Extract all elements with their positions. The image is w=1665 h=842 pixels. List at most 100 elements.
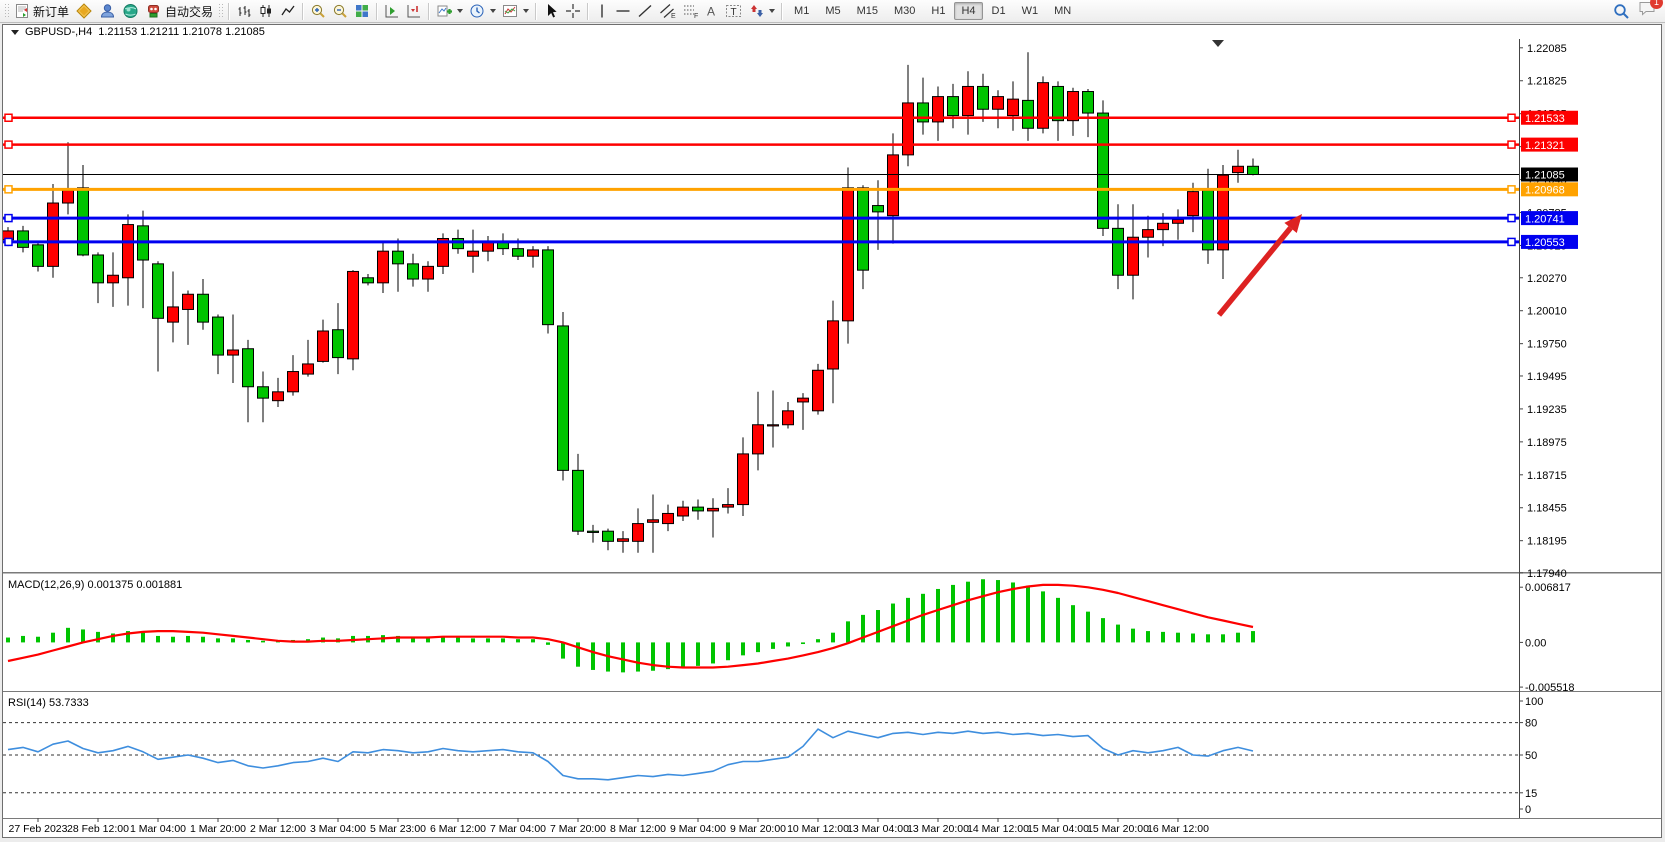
- candlestick-mode-button[interactable]: [255, 1, 277, 21]
- annotation-arrow[interactable]: [1216, 226, 1293, 317]
- fibonacci-tool-button[interactable]: F: [679, 1, 702, 21]
- candle-bearish: [602, 530, 614, 542]
- vertical-line-tool-button[interactable]: [592, 1, 612, 21]
- zoom-in-button[interactable]: [307, 1, 329, 21]
- line-handle[interactable]: [1507, 213, 1516, 223]
- auto-scroll-icon: [385, 5, 399, 18]
- toolbar-grip[interactable]: [4, 3, 9, 19]
- price-tick-label: 1.21825: [1527, 76, 1567, 88]
- toolbar-grip[interactable]: [218, 3, 224, 19]
- candle-bullish: [647, 519, 659, 523]
- annotation-arrow-head[interactable]: [1284, 214, 1302, 233]
- toolbar-separator: [376, 2, 379, 20]
- line-handle[interactable]: [4, 113, 13, 122]
- time-tick-label: 7 Mar 04:00: [490, 823, 546, 835]
- cursor-tool-button[interactable]: [540, 1, 562, 21]
- time-tick-label: 3 Mar 04:00: [310, 823, 366, 835]
- svg-text:A: A: [707, 5, 715, 19]
- new-order-label: 新订单: [33, 4, 70, 19]
- trendline-icon: [638, 4, 652, 18]
- candle-bearish: [587, 530, 599, 533]
- candle-bearish: [77, 187, 89, 256]
- price-tick-label: 1.18715: [1527, 470, 1567, 482]
- candle-bullish: [752, 424, 764, 455]
- zoom-out-button[interactable]: [329, 1, 351, 21]
- candle-bullish: [527, 249, 539, 257]
- candle-bullish: [782, 410, 794, 426]
- autotrading-label: 自动交易: [165, 4, 214, 19]
- candle-bullish: [1067, 91, 1079, 122]
- tf-button-M1[interactable]: M1: [794, 5, 810, 17]
- zoom-out-icon: [333, 4, 347, 18]
- price-tick-label: 1.18975: [1527, 437, 1567, 449]
- community-button[interactable]: [96, 1, 119, 21]
- text-tool-button[interactable]: A: [702, 1, 722, 21]
- chart-canvas[interactable]: 1.220851.218251.215651.213051.210451.207…: [2, 39, 1661, 837]
- search-icon[interactable]: [1613, 3, 1630, 20]
- candle-bullish: [677, 506, 689, 517]
- line-handle[interactable]: [4, 237, 13, 247]
- trendline-tool-button[interactable]: [634, 1, 656, 21]
- line-handle[interactable]: [1507, 237, 1516, 247]
- candle-bullish: [617, 538, 629, 542]
- candle-bullish: [1127, 236, 1139, 276]
- candle-bearish: [17, 230, 29, 248]
- line-handle[interactable]: [4, 140, 13, 149]
- chart-title-bar[interactable]: GBPUSD-,H4 1.21153 1.21211 1.21078 1.210…: [3, 25, 1661, 39]
- candle-bearish: [1082, 91, 1094, 114]
- candle-bearish: [332, 329, 344, 359]
- line-handle[interactable]: [1507, 140, 1516, 149]
- tile-windows-button[interactable]: [351, 1, 373, 21]
- tf-button-M5[interactable]: M5: [825, 5, 841, 17]
- auto-scroll-button[interactable]: [381, 1, 403, 21]
- line-handle[interactable]: [1507, 185, 1516, 194]
- autotrading-button[interactable]: 自动交易: [142, 1, 216, 21]
- candle-bullish: [287, 371, 299, 393]
- market-button[interactable]: [119, 1, 142, 21]
- candle-bullish: [437, 237, 449, 267]
- candle-bearish: [947, 96, 959, 117]
- macd-label: MACD(12,26,9) 0.001375 0.001881: [8, 579, 182, 591]
- time-tick-label: 1 Mar 20:00: [190, 823, 246, 835]
- price-badge: [1521, 234, 1578, 249]
- candle-bearish: [1112, 227, 1124, 276]
- tf-button-H4[interactable]: H4: [954, 2, 983, 20]
- line-handle[interactable]: [1507, 113, 1516, 122]
- candle-bullish: [1187, 191, 1199, 217]
- line-handle[interactable]: [4, 185, 13, 194]
- templates-button[interactable]: [499, 1, 532, 21]
- candle-bearish: [152, 263, 164, 319]
- text-label-tool-button[interactable]: T: [722, 1, 745, 21]
- crosshair-tool-button[interactable]: [562, 1, 584, 21]
- shift-marker-icon[interactable]: [1212, 40, 1224, 47]
- crosshair-icon: [566, 4, 581, 18]
- collapse-chart-icon[interactable]: [11, 29, 19, 35]
- candle-bullish: [272, 391, 284, 402]
- arrows-tool-button[interactable]: [745, 1, 778, 21]
- tf-button-W1[interactable]: W1: [1021, 5, 1039, 17]
- candle-bullish: [827, 320, 839, 370]
- line-chart-mode-button[interactable]: [277, 1, 299, 21]
- time-tick-label: 7 Mar 20:00: [550, 823, 606, 835]
- metaquotes-button[interactable]: [72, 1, 96, 21]
- time-tick-label: 15 Mar 04:00: [1027, 823, 1089, 835]
- tf-button-M15[interactable]: M15: [856, 5, 878, 17]
- bar-chart-mode-button[interactable]: [233, 1, 255, 21]
- channel-tool-button[interactable]: E: [656, 1, 679, 21]
- tf-button-MN[interactable]: MN: [1054, 5, 1072, 17]
- indicators-button[interactable]: [433, 1, 466, 21]
- notifications-button[interactable]: 1: [1638, 0, 1663, 22]
- price-tick-label: 1.20270: [1527, 273, 1567, 285]
- candle-bearish: [977, 85, 989, 110]
- autotrading-robot-icon: [148, 5, 160, 18]
- line-handle[interactable]: [4, 213, 13, 223]
- tf-button-M30[interactable]: M30: [894, 5, 916, 17]
- new-order-button[interactable]: 新订单: [11, 1, 72, 21]
- candle-bearish: [392, 250, 404, 265]
- horizontal-line-tool-button[interactable]: [612, 1, 634, 21]
- chart-shift-button[interactable]: [403, 1, 425, 21]
- tf-button-H1[interactable]: H1: [931, 5, 946, 17]
- tf-button-D1[interactable]: D1: [991, 5, 1006, 17]
- periods-button[interactable]: [466, 1, 499, 21]
- fibonacci-icon: F: [684, 5, 698, 19]
